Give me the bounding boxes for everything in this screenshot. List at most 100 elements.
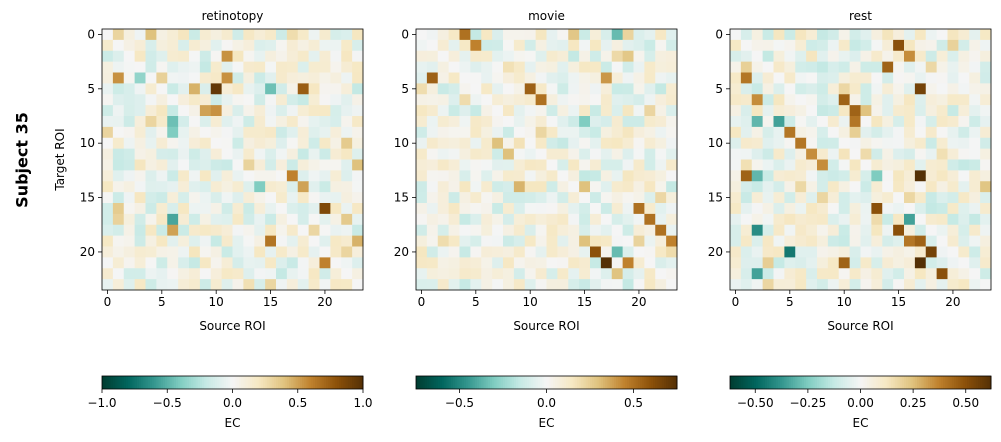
heatmap-cell [416,203,428,215]
heatmap-cell [893,170,905,182]
heatmap-cell [827,257,840,269]
heatmap-cell [611,72,624,84]
heatmap-cell [426,170,439,182]
heatmap-cell [416,235,428,247]
heatmap-cell [524,181,537,193]
heatmap-cell [633,39,645,52]
heatmap-cell [178,203,190,215]
colorbar-segment [310,376,314,389]
heatmap-cell [740,159,753,171]
x-axis-label: Source ROI [513,319,579,333]
heatmap-cell [600,224,613,237]
heatmap-cell [123,72,136,84]
heatmap-cell [112,105,125,117]
colorbar-segment [984,376,988,389]
heatmap-cell [145,50,157,63]
heatmap-cell [860,235,872,247]
heatmap-cell [882,94,894,106]
heatmap-cell [308,105,320,117]
colorbar-segment [323,376,327,389]
colorbar-segment [734,376,738,389]
colorbar-segment [448,376,452,389]
heatmap-cell [655,50,667,63]
heatmap-cell [568,224,580,237]
heatmap-cell [513,159,526,171]
heatmap-cell [123,279,136,291]
heatmap-cell [297,159,310,171]
heatmap-cell [827,126,840,139]
heatmap-cell [535,246,547,258]
heatmap-cell [492,29,504,41]
y-tick-label: 5 [715,82,723,96]
heatmap-cell [806,116,818,128]
heatmap-cell [134,105,146,117]
heatmap-cell [112,39,125,52]
colorbar-tick-label: −0.25 [789,396,826,410]
heatmap-cell [795,50,807,63]
heatmap-cell [611,246,624,258]
heatmap-cell [297,83,310,95]
heatmap-cell [524,126,537,139]
heatmap-cell [297,279,310,291]
heatmap-cell [568,39,580,52]
colorbar-segment [644,376,648,389]
heatmap-cell [644,181,656,193]
heatmap-cell [276,224,288,237]
heatmap-cell [557,137,569,150]
colorbar-segment [241,376,244,389]
heatmap-cell [297,94,310,106]
heatmap-cell [795,105,807,117]
heatmap-cell [773,235,785,247]
heatmap-cell [904,235,916,247]
heatmap-cell [730,116,742,128]
colorbar-segment [206,376,210,389]
heatmap-cell [341,279,353,291]
heatmap-cell [437,126,450,139]
heatmap-cell [199,235,212,247]
heatmap-cell [470,72,482,84]
heatmap-cell [265,203,277,215]
colorbar-segment [347,376,351,389]
heatmap-cell [199,83,212,95]
heatmap-cell [243,181,255,193]
colorbar-segment [758,376,761,389]
heatmap-cell [341,105,353,117]
colorbar-label: EC [853,416,869,430]
heatmap-cell [860,116,872,128]
heatmap-cell [178,159,190,171]
heatmap-cell [524,105,537,117]
heatmap-cell [330,279,342,291]
colorbar-segment [332,376,336,389]
heatmap-cell [980,94,992,106]
heatmap-cell [535,137,547,150]
heatmap-cell [221,29,233,41]
heatmap-cell [969,83,981,95]
heatmap-cell [622,279,634,291]
heatmap-cell [156,170,168,182]
heatmap-cell [265,170,277,182]
heatmap-cell [416,50,428,63]
heatmap-cell [860,39,872,52]
heatmap-cell [600,105,613,117]
heatmap-cell [590,29,602,41]
heatmap-cell [849,279,861,291]
heatmap-cell [459,235,471,247]
heatmap-cell [134,72,146,84]
heatmap-cell [666,126,678,139]
heatmap-cell [838,203,851,215]
heatmap-cell [980,192,992,204]
colorbar-segment [239,376,242,389]
heatmap-cell [470,29,482,41]
heatmap-cell [546,105,558,117]
heatmap-cell [286,94,299,106]
heatmap-cell [492,72,504,84]
heatmap-cell [568,116,580,128]
colorbar-segment [882,376,885,389]
heatmap-cell [740,279,753,291]
heatmap-cell [221,170,233,182]
colorbar-segment [476,376,480,389]
heatmap-cell [784,279,796,291]
heatmap-cell [600,203,613,215]
heatmap-cell [232,137,244,150]
heatmap-cell [655,224,667,237]
